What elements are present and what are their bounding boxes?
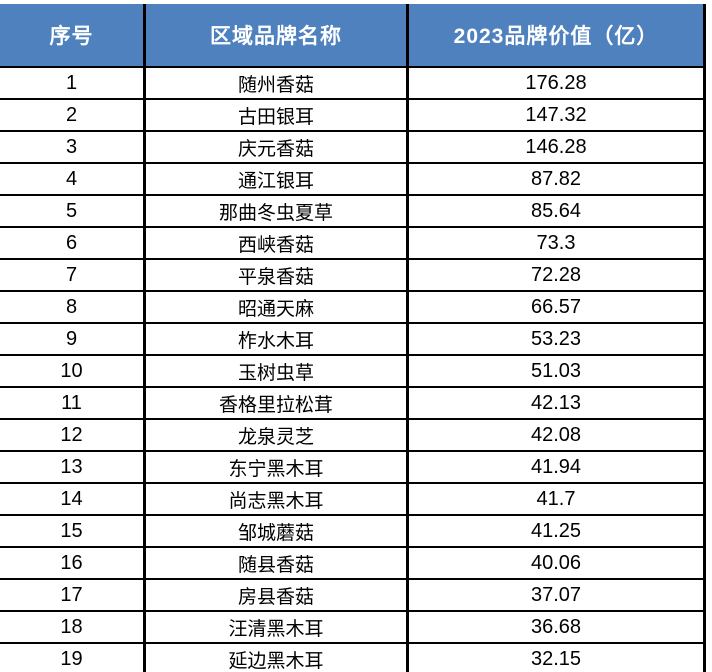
serial-cell: 2: [0, 100, 146, 130]
serial-cell: 9: [0, 324, 146, 354]
brand-name-cell: 随县香菇: [146, 548, 409, 578]
brand-name-cell: 随州香菇: [146, 68, 409, 98]
brand-name-cell: 玉树虫草: [146, 356, 409, 386]
brand-value-cell: 51.03: [409, 356, 706, 386]
brand-value-cell: 42.08: [409, 420, 706, 450]
table-row: 14 尚志黑木耳 41.7: [0, 484, 706, 516]
header-col-brand-name: 区域品牌名称: [146, 4, 409, 66]
brand-value-cell: 53.23: [409, 324, 706, 354]
table-row: 15 邹城蘑菇 41.25: [0, 516, 706, 548]
table-row: 2 古田银耳 147.32: [0, 100, 706, 132]
brand-name-cell: 邹城蘑菇: [146, 516, 409, 546]
brand-value-cell: 73.3: [409, 228, 706, 258]
brand-name-cell: 东宁黑木耳: [146, 452, 409, 482]
serial-cell: 13: [0, 452, 146, 482]
table-row: 12 龙泉灵芝 42.08: [0, 420, 706, 452]
brand-value-cell: 85.64: [409, 196, 706, 226]
brand-value-cell: 87.82: [409, 164, 706, 194]
brand-value-cell: 146.28: [409, 132, 706, 162]
brand-value-cell: 36.68: [409, 612, 706, 642]
table-row: 7 平泉香菇 72.28: [0, 260, 706, 292]
brand-name-cell: 庆元香菇: [146, 132, 409, 162]
brand-value-cell: 32.15: [409, 644, 706, 672]
serial-cell: 1: [0, 68, 146, 98]
table-row: 16 随县香菇 40.06: [0, 548, 706, 580]
brand-name-cell: 延边黑木耳: [146, 644, 409, 672]
brand-name-cell: 柞水木耳: [146, 324, 409, 354]
serial-cell: 5: [0, 196, 146, 226]
brand-name-cell: 西峡香菇: [146, 228, 409, 258]
serial-cell: 11: [0, 388, 146, 418]
brand-name-cell: 通江银耳: [146, 164, 409, 194]
table-row: 11 香格里拉松茸 42.13: [0, 388, 706, 420]
table-row: 5 那曲冬虫夏草 85.64: [0, 196, 706, 228]
serial-cell: 18: [0, 612, 146, 642]
header-col-brand-value: 2023品牌价值（亿）: [409, 4, 706, 66]
header-col-serial: 序号: [0, 4, 146, 66]
serial-cell: 14: [0, 484, 146, 514]
brand-name-cell: 汪清黑木耳: [146, 612, 409, 642]
brand-value-cell: 72.28: [409, 260, 706, 290]
brand-name-cell: 昭通天麻: [146, 292, 409, 322]
table-body: 1 随州香菇 176.28 2 古田银耳 147.32 3 庆元香菇 146.28 4 通江银耳 87…: [0, 68, 706, 672]
serial-cell: 12: [0, 420, 146, 450]
brand-name-cell: 古田银耳: [146, 100, 409, 130]
serial-cell: 8: [0, 292, 146, 322]
table-row: 17 房县香菇 37.07: [0, 580, 706, 612]
table-row: 18 汪清黑木耳 36.68: [0, 612, 706, 644]
brand-value-cell: 41.7: [409, 484, 706, 514]
brand-value-cell: 37.07: [409, 580, 706, 610]
table-row: 8 昭通天麻 66.57: [0, 292, 706, 324]
table-row: 6 西峡香菇 73.3: [0, 228, 706, 260]
brand-name-cell: 房县香菇: [146, 580, 409, 610]
brand-name-cell: 平泉香菇: [146, 260, 409, 290]
brand-value-cell: 42.13: [409, 388, 706, 418]
brand-name-cell: 那曲冬虫夏草: [146, 196, 409, 226]
serial-cell: 16: [0, 548, 146, 578]
table-row: 13 东宁黑木耳 41.94: [0, 452, 706, 484]
serial-cell: 10: [0, 356, 146, 386]
serial-cell: 6: [0, 228, 146, 258]
brand-value-cell: 40.06: [409, 548, 706, 578]
serial-cell: 19: [0, 644, 146, 672]
serial-cell: 17: [0, 580, 146, 610]
table-row: 3 庆元香菇 146.28: [0, 132, 706, 164]
brand-value-cell: 41.94: [409, 452, 706, 482]
serial-cell: 4: [0, 164, 146, 194]
brand-name-cell: 龙泉灵芝: [146, 420, 409, 450]
serial-cell: 3: [0, 132, 146, 162]
table-row: 10 玉树虫草 51.03: [0, 356, 706, 388]
brand-name-cell: 香格里拉松茸: [146, 388, 409, 418]
table-header-row: 序号 区域品牌名称 2023品牌价值（亿）: [0, 4, 706, 68]
brand-value-cell: 66.57: [409, 292, 706, 322]
table-row: 4 通江银耳 87.82: [0, 164, 706, 196]
table-row: 1 随州香菇 176.28: [0, 68, 706, 100]
brand-value-cell: 41.25: [409, 516, 706, 546]
table-row: 9 柞水木耳 53.23: [0, 324, 706, 356]
brand-value-table: 序号 区域品牌名称 2023品牌价值（亿） 1 随州香菇 176.28 2 古田银耳 14…: [0, 4, 706, 672]
brand-value-cell: 147.32: [409, 100, 706, 130]
serial-cell: 7: [0, 260, 146, 290]
table-row: 19 延边黑木耳 32.15: [0, 644, 706, 672]
serial-cell: 15: [0, 516, 146, 546]
brand-value-cell: 176.28: [409, 68, 706, 98]
brand-name-cell: 尚志黑木耳: [146, 484, 409, 514]
